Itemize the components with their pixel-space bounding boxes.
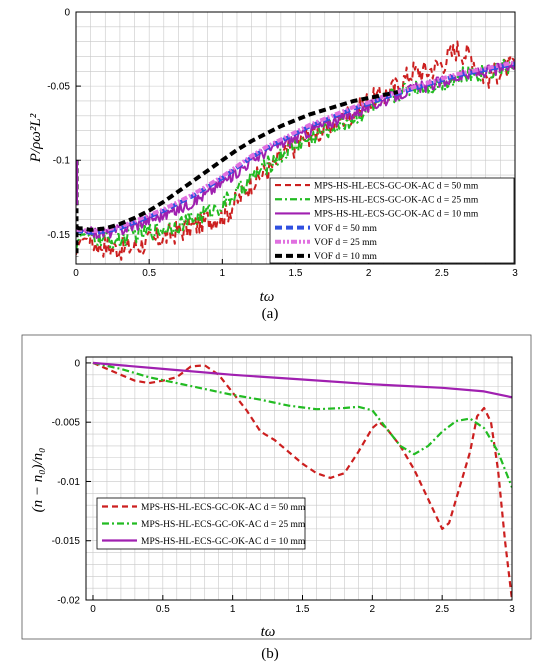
series-line-b-1: [92, 361, 512, 600]
y-tick-label: -0.005: [52, 418, 81, 429]
series-b: [92, 361, 512, 600]
x-tick-label: 3: [509, 604, 515, 615]
legend-box: [269, 177, 515, 264]
panel-b-border: [21, 334, 532, 640]
ticks-b: 0 0.5 1 1.5 2 2.5 3 0 -0.005 -0.01 -0.015 -0.02: [52, 358, 516, 615]
panel-caption-a: (a): [262, 306, 279, 322]
series-a: [76, 40, 515, 261]
panel-a: 0 0.5 1 1.5 2 2.5 3 0 -0.05 -0.1 -0.15 MPS-HS-HL-E…: [28, 8, 518, 323]
ticks-a: 0 0.5 1 1.5 2 2.5 3 0 -0.05 -0.1 -0.15: [47, 8, 518, 280]
x-tick-label: 0.5: [142, 268, 156, 279]
x-tick-label: 2: [366, 268, 372, 279]
y-axis-title-b: (n − n₀)/n₀: [30, 448, 46, 513]
legend-label: VOF d = 25 mm: [314, 238, 378, 248]
y-tick-label: -0.05: [47, 82, 70, 93]
series-line-b-3: [92, 361, 512, 399]
legend-label: MPS-HS-HL-ECS-GC-OK-AC d = 25 mm: [314, 196, 479, 206]
legend-label: MPS-HS-HL-ECS-GC-OK-AC d = 10 mm: [314, 210, 479, 220]
x-tick-label: 1: [220, 268, 226, 279]
plot-frame-b: [85, 356, 513, 601]
legend-label: VOF d = 50 mm: [314, 224, 378, 234]
y-tick-label: 0: [64, 8, 70, 19]
x-tick-label: 3: [512, 268, 518, 279]
x-axis-title-a: tω: [260, 289, 275, 305]
y-tick-label: -0.015: [52, 536, 81, 547]
x-tick-label: 2.5: [435, 604, 449, 615]
panel-b: 0 0.5 1 1.5 2 2.5 3 0 -0.005 -0.01 -0.015 -0.02 MPS…: [21, 334, 532, 662]
x-tick-label: 0.5: [156, 604, 170, 615]
legend-label: MPS-HS-HL-ECS-GC-OK-AC d = 25 mm: [141, 520, 306, 530]
y-tick-label: -0.15: [47, 230, 70, 241]
x-axis-title-b: tω: [261, 624, 276, 640]
series-line-a-5: [76, 60, 515, 234]
y-tick-label: 0: [74, 358, 80, 369]
grid-b: [86, 357, 513, 601]
y-tick-label: -0.1: [53, 156, 71, 167]
y-tick-label: -0.01: [57, 477, 80, 488]
series-line-a-1: [76, 40, 515, 261]
series-line-a-6: [76, 90, 399, 232]
legend-a: MPS-HS-HL-ECS-GC-OK-AC d = 50 mm MPS-HS-H…: [269, 177, 515, 264]
x-tick-label: 0: [90, 604, 96, 615]
panel-caption-b: (b): [261, 646, 279, 662]
legend-label: MPS-HS-HL-ECS-GC-OK-AC d = 50 mm: [314, 181, 479, 191]
x-tick-label: 1.5: [296, 604, 310, 615]
x-tick-label: 2: [370, 604, 376, 615]
series-line-b-2: [92, 361, 512, 488]
y-tick-label: -0.02: [57, 596, 80, 607]
legend-label: MPS-HS-HL-ECS-GC-OK-AC d = 50 mm: [141, 503, 306, 513]
legend-label: MPS-HS-HL-ECS-GC-OK-AC d = 10 mm: [141, 537, 306, 547]
x-tick-label: 1: [230, 604, 236, 615]
x-tick-label: 1.5: [289, 268, 303, 279]
x-tick-label: 0: [73, 268, 79, 279]
x-tick-label: 2.5: [435, 268, 449, 279]
legend-label: VOF d = 10 mm: [314, 252, 378, 262]
legend-b: MPS-HS-HL-ECS-GC-OK-AC d = 50 mm MPS-HS-H…: [96, 497, 306, 550]
y-axis-title-a: P/ρω²L²: [28, 113, 44, 163]
